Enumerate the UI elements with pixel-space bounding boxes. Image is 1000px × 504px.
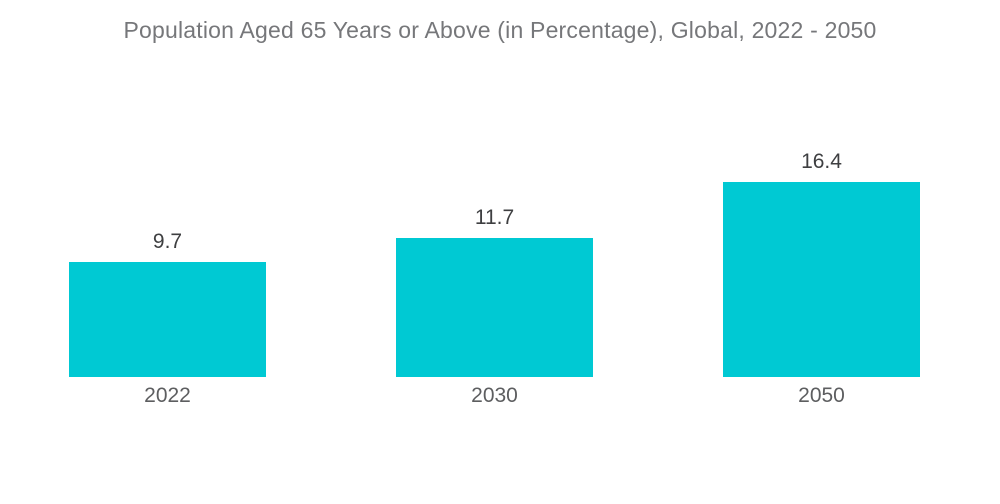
bar-2050 <box>723 182 920 377</box>
x-axis-label-2022: 2022 <box>144 384 191 407</box>
value-label-2050: 16.4 <box>801 150 842 173</box>
x-axis-label-2030: 2030 <box>471 384 518 407</box>
x-axis-label-2050: 2050 <box>798 384 845 407</box>
bar-group-2030: 11.7 <box>396 206 593 377</box>
bar-group-2050: 16.4 <box>723 150 920 377</box>
chart-title: Population Aged 65 Years or Above (in Pe… <box>123 17 877 43</box>
plot-area: 9.7 11.7 16.4 <box>69 150 920 377</box>
value-label-2022: 9.7 <box>152 230 183 253</box>
bar-group-2022: 9.7 <box>69 230 266 377</box>
x-axis-labels: 2022 2030 2050 <box>0 384 1000 410</box>
bar-2022 <box>69 262 266 377</box>
value-label-2030: 11.7 <box>474 206 515 229</box>
bar-2030 <box>396 238 593 377</box>
